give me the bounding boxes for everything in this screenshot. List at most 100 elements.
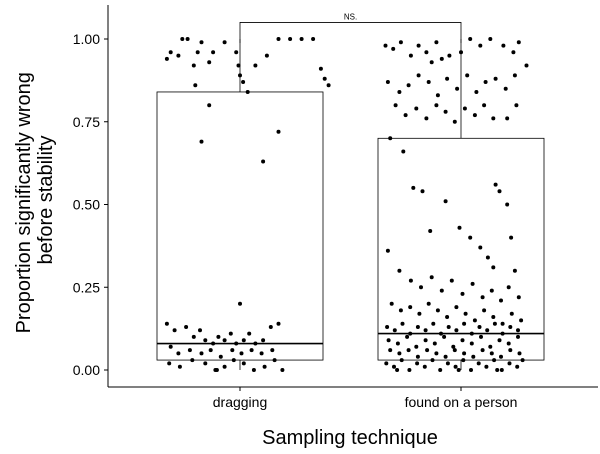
- data-point: [472, 113, 477, 118]
- data-point: [483, 80, 488, 84]
- data-point: [462, 106, 467, 111]
- data-point: [195, 50, 200, 55]
- data-point: [431, 321, 436, 326]
- data-point: [432, 341, 437, 346]
- data-point: [187, 348, 192, 353]
- data-point: [236, 63, 241, 68]
- data-point: [426, 80, 431, 84]
- data-point: [462, 351, 467, 356]
- data-point: [423, 328, 428, 333]
- data-point: [511, 50, 516, 55]
- data-point: [389, 301, 394, 306]
- data-point: [238, 301, 242, 306]
- data-point: [276, 129, 281, 134]
- data-point: [500, 321, 505, 326]
- x-tick-label: found on a person: [405, 394, 518, 410]
- data-point: [253, 341, 258, 346]
- box-found-on-a-person: [377, 39, 545, 370]
- data-point: [272, 358, 277, 363]
- data-point: [449, 278, 454, 283]
- data-point: [408, 305, 413, 310]
- data-point: [505, 202, 510, 207]
- data-point: [231, 358, 236, 363]
- data-point: [241, 80, 246, 84]
- data-point: [443, 199, 448, 204]
- data-point: [445, 76, 450, 81]
- data-point: [239, 351, 244, 356]
- data-point: [395, 368, 400, 372]
- data-point: [276, 37, 281, 41]
- data-point: [499, 368, 504, 372]
- data-point: [207, 60, 212, 65]
- data-point: [495, 368, 500, 372]
- plot-panel: NS. 0.00 0.25 0.50 0.75 1.00 dragging found o…: [73, 5, 598, 410]
- data-point: [456, 368, 461, 372]
- y-axis-ticks: 0.00 0.25 0.50 0.75 1.00: [73, 31, 108, 378]
- data-point: [203, 338, 208, 343]
- data-point: [415, 354, 420, 359]
- data-point: [311, 37, 316, 41]
- data-point: [228, 331, 233, 336]
- data-point: [491, 315, 496, 319]
- data-point: [452, 348, 457, 353]
- data-point: [439, 56, 444, 61]
- data-point: [176, 351, 181, 356]
- data-point: [276, 321, 281, 326]
- data-point: [261, 338, 266, 343]
- data-point: [485, 328, 490, 333]
- data-point: [447, 53, 452, 58]
- data-point: [406, 348, 411, 353]
- points-layer: [164, 37, 529, 372]
- data-point: [501, 43, 506, 48]
- data-point: [493, 182, 498, 187]
- data-point: [469, 331, 474, 336]
- data-point: [470, 281, 475, 286]
- data-point: [190, 358, 195, 363]
- significance-bracket: NS.: [239, 12, 462, 43]
- data-point: [445, 361, 450, 366]
- data-point: [398, 40, 403, 45]
- data-point: [414, 344, 419, 349]
- data-point: [430, 358, 435, 363]
- data-point: [408, 331, 413, 336]
- data-point: [415, 325, 420, 329]
- data-point: [416, 73, 421, 78]
- data-point: [164, 56, 169, 61]
- data-point: [241, 338, 246, 343]
- data-point: [508, 325, 513, 329]
- data-point: [388, 136, 393, 141]
- data-point: [423, 338, 428, 343]
- data-point: [424, 50, 429, 55]
- data-point: [429, 60, 434, 65]
- data-point: [288, 37, 293, 41]
- data-point: [465, 73, 470, 78]
- data-point: [434, 40, 439, 45]
- data-point: [445, 315, 450, 319]
- data-point: [434, 103, 439, 108]
- data-point: [468, 235, 473, 240]
- data-point: [463, 311, 468, 316]
- data-point: [476, 361, 481, 366]
- data-point: [393, 103, 398, 108]
- data-point: [428, 229, 433, 233]
- data-point: [385, 325, 390, 329]
- data-point: [176, 53, 181, 58]
- data-point: [492, 358, 497, 363]
- data-point: [168, 50, 173, 55]
- data-point: [519, 318, 524, 323]
- y-tick-label: 1.00: [73, 31, 100, 47]
- data-point: [395, 341, 400, 346]
- data-point: [451, 344, 456, 349]
- significance-label: NS.: [344, 12, 357, 21]
- data-point: [405, 334, 410, 339]
- data-point: [439, 288, 444, 293]
- data-point: [401, 149, 406, 154]
- data-point: [234, 341, 239, 346]
- data-point: [434, 351, 439, 356]
- data-point: [193, 83, 198, 88]
- data-point: [392, 328, 397, 333]
- data-point: [322, 76, 327, 81]
- data-point: [238, 73, 242, 78]
- data-point: [516, 334, 520, 339]
